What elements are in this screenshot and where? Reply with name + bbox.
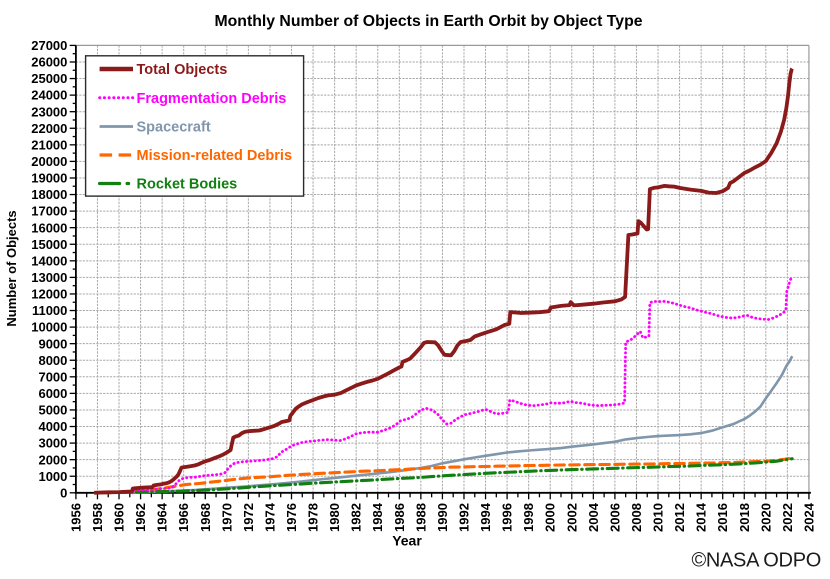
svg-text:1998: 1998 [521, 503, 536, 532]
svg-text:Rocket Bodies: Rocket Bodies [137, 177, 238, 193]
svg-text:21000: 21000 [31, 137, 67, 152]
svg-text:26000: 26000 [31, 55, 67, 70]
svg-text:1980: 1980 [327, 503, 342, 532]
svg-text:Total Objects: Total Objects [137, 62, 228, 78]
svg-text:Year: Year [392, 533, 422, 549]
svg-text:3000: 3000 [38, 436, 67, 451]
svg-text:2018: 2018 [737, 503, 752, 532]
svg-text:2004: 2004 [586, 502, 601, 532]
svg-text:1968: 1968 [198, 503, 213, 532]
svg-text:9000: 9000 [38, 336, 67, 351]
svg-text:Monthly Number of Objects in E: Monthly Number of Objects in Earth Orbit… [214, 13, 642, 30]
svg-text:8000: 8000 [38, 353, 67, 368]
svg-text:1962: 1962 [133, 503, 148, 532]
svg-text:20000: 20000 [31, 154, 67, 169]
svg-text:14000: 14000 [31, 253, 67, 268]
svg-text:22000: 22000 [31, 121, 67, 136]
svg-text:18000: 18000 [31, 187, 67, 202]
svg-text:6000: 6000 [38, 386, 67, 401]
svg-text:2016: 2016 [715, 503, 730, 532]
svg-text:2006: 2006 [607, 503, 622, 532]
svg-text:1966: 1966 [176, 503, 191, 532]
svg-text:Number of Objects: Number of Objects [4, 210, 19, 326]
svg-text:27000: 27000 [31, 38, 67, 53]
svg-text:1956: 1956 [68, 503, 83, 532]
svg-text:1970: 1970 [219, 503, 234, 532]
svg-text:1960: 1960 [112, 503, 127, 532]
svg-text:1986: 1986 [392, 503, 407, 532]
svg-text:19000: 19000 [31, 171, 67, 186]
svg-text:1988: 1988 [413, 503, 428, 532]
svg-text:©NASA ODPO: ©NASA ODPO [691, 550, 821, 572]
svg-text:2020: 2020 [758, 503, 773, 532]
svg-text:13000: 13000 [31, 270, 67, 285]
svg-text:11000: 11000 [32, 303, 67, 318]
svg-text:Mission-related Debris: Mission-related Debris [137, 148, 293, 164]
svg-text:1964: 1964 [155, 502, 170, 532]
svg-text:1996: 1996 [500, 503, 515, 532]
svg-text:2000: 2000 [543, 503, 558, 532]
svg-text:2008: 2008 [629, 503, 644, 532]
svg-text:2010: 2010 [651, 503, 666, 532]
svg-text:1982: 1982 [349, 503, 364, 532]
svg-text:4000: 4000 [38, 419, 67, 434]
svg-text:1978: 1978 [306, 503, 321, 532]
svg-text:2012: 2012 [672, 503, 687, 532]
svg-text:1992: 1992 [456, 503, 471, 532]
svg-text:1990: 1990 [435, 503, 450, 532]
svg-text:12000: 12000 [31, 287, 67, 302]
svg-text:2000: 2000 [38, 452, 67, 467]
svg-text:25000: 25000 [31, 71, 67, 86]
svg-text:1958: 1958 [90, 503, 105, 532]
svg-text:2024: 2024 [801, 502, 816, 532]
svg-text:16000: 16000 [31, 220, 67, 235]
svg-text:15000: 15000 [31, 237, 67, 252]
svg-text:0: 0 [60, 485, 67, 500]
svg-text:2002: 2002 [564, 503, 579, 532]
svg-text:2014: 2014 [694, 502, 709, 532]
svg-text:Fragmentation Debris: Fragmentation Debris [137, 91, 287, 107]
svg-text:2022: 2022 [780, 503, 795, 532]
svg-text:7000: 7000 [38, 369, 67, 384]
svg-text:1974: 1974 [262, 502, 277, 532]
svg-text:5000: 5000 [38, 403, 67, 418]
svg-text:10000: 10000 [31, 320, 67, 335]
svg-text:Spacecraft: Spacecraft [137, 120, 211, 136]
svg-text:1976: 1976 [284, 503, 299, 532]
svg-text:17000: 17000 [31, 204, 67, 219]
svg-text:1000: 1000 [38, 469, 67, 484]
svg-text:23000: 23000 [31, 104, 67, 119]
svg-text:1994: 1994 [478, 502, 493, 532]
svg-text:1984: 1984 [370, 502, 385, 532]
svg-text:1972: 1972 [241, 503, 256, 532]
svg-text:24000: 24000 [31, 88, 67, 103]
